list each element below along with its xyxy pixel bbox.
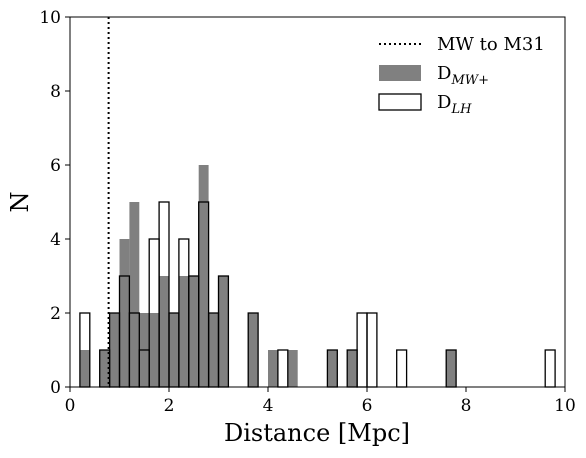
filled-bar-2 [109, 313, 120, 387]
filled-bar-18 [347, 350, 358, 387]
filled-bar-11 [198, 165, 209, 387]
outline-bar-22 [544, 349, 556, 388]
x-tick-label-1: 2 [164, 396, 175, 416]
filled-bar-10 [188, 276, 199, 387]
legend: MW to M31 DMW+ DLH [378, 34, 545, 117]
outline-bar-20 [396, 349, 408, 388]
outline-bar-18 [356, 312, 368, 388]
x-axis-label: Distance [Mpc] [224, 419, 410, 447]
y-tick-label-1: 2 [50, 304, 61, 324]
y-tick-label-4: 8 [50, 82, 61, 102]
y-axis-label: N [6, 192, 34, 213]
filled-bar-15 [268, 350, 278, 387]
filled-bar-16 [287, 350, 298, 387]
x-tick-label-5: 10 [554, 396, 576, 416]
legend-label-0: MW to M31 [437, 34, 545, 55]
y-tick-label-0: 0 [50, 378, 61, 398]
y-tick-label-5: 10 [39, 8, 61, 28]
outline-bar-19 [366, 312, 378, 388]
filled-bar-1 [99, 350, 110, 387]
x-tick-label-4: 8 [461, 396, 472, 416]
y-tick-label-2: 4 [50, 230, 61, 250]
legend-label-1: DMW+ [437, 63, 489, 88]
filled-bar-14 [248, 313, 259, 387]
axis-ticks: 0 2 4 6 8 10 0 2 4 6 8 10 [39, 8, 575, 416]
filled-bar-6 [149, 313, 160, 387]
filled-bar-13 [218, 276, 229, 387]
plot-frame [69, 16, 566, 388]
filled-bar-8 [169, 313, 179, 387]
legend-swatch-2 [378, 93, 422, 111]
filled-bar-19 [446, 350, 457, 387]
filled-bar-7 [159, 276, 169, 387]
x-tick-label-0: 0 [65, 396, 76, 416]
filled-bar-9 [178, 276, 189, 387]
filled-bar-17 [327, 350, 338, 387]
filled-bar-3 [119, 239, 130, 387]
legend-swatch-1 [379, 65, 421, 81]
x-tick-label-2: 4 [263, 396, 274, 416]
legend-label-2: DLH [437, 92, 472, 117]
y-tick-label-3: 6 [50, 156, 61, 176]
filled-bar-12 [208, 313, 219, 387]
filled-bar-0 [79, 350, 90, 387]
x-tick-label-3: 6 [362, 396, 373, 416]
filled-bar-4 [129, 202, 140, 387]
outline-bar-15 [277, 349, 289, 388]
series-filled-bars [79, 165, 457, 387]
